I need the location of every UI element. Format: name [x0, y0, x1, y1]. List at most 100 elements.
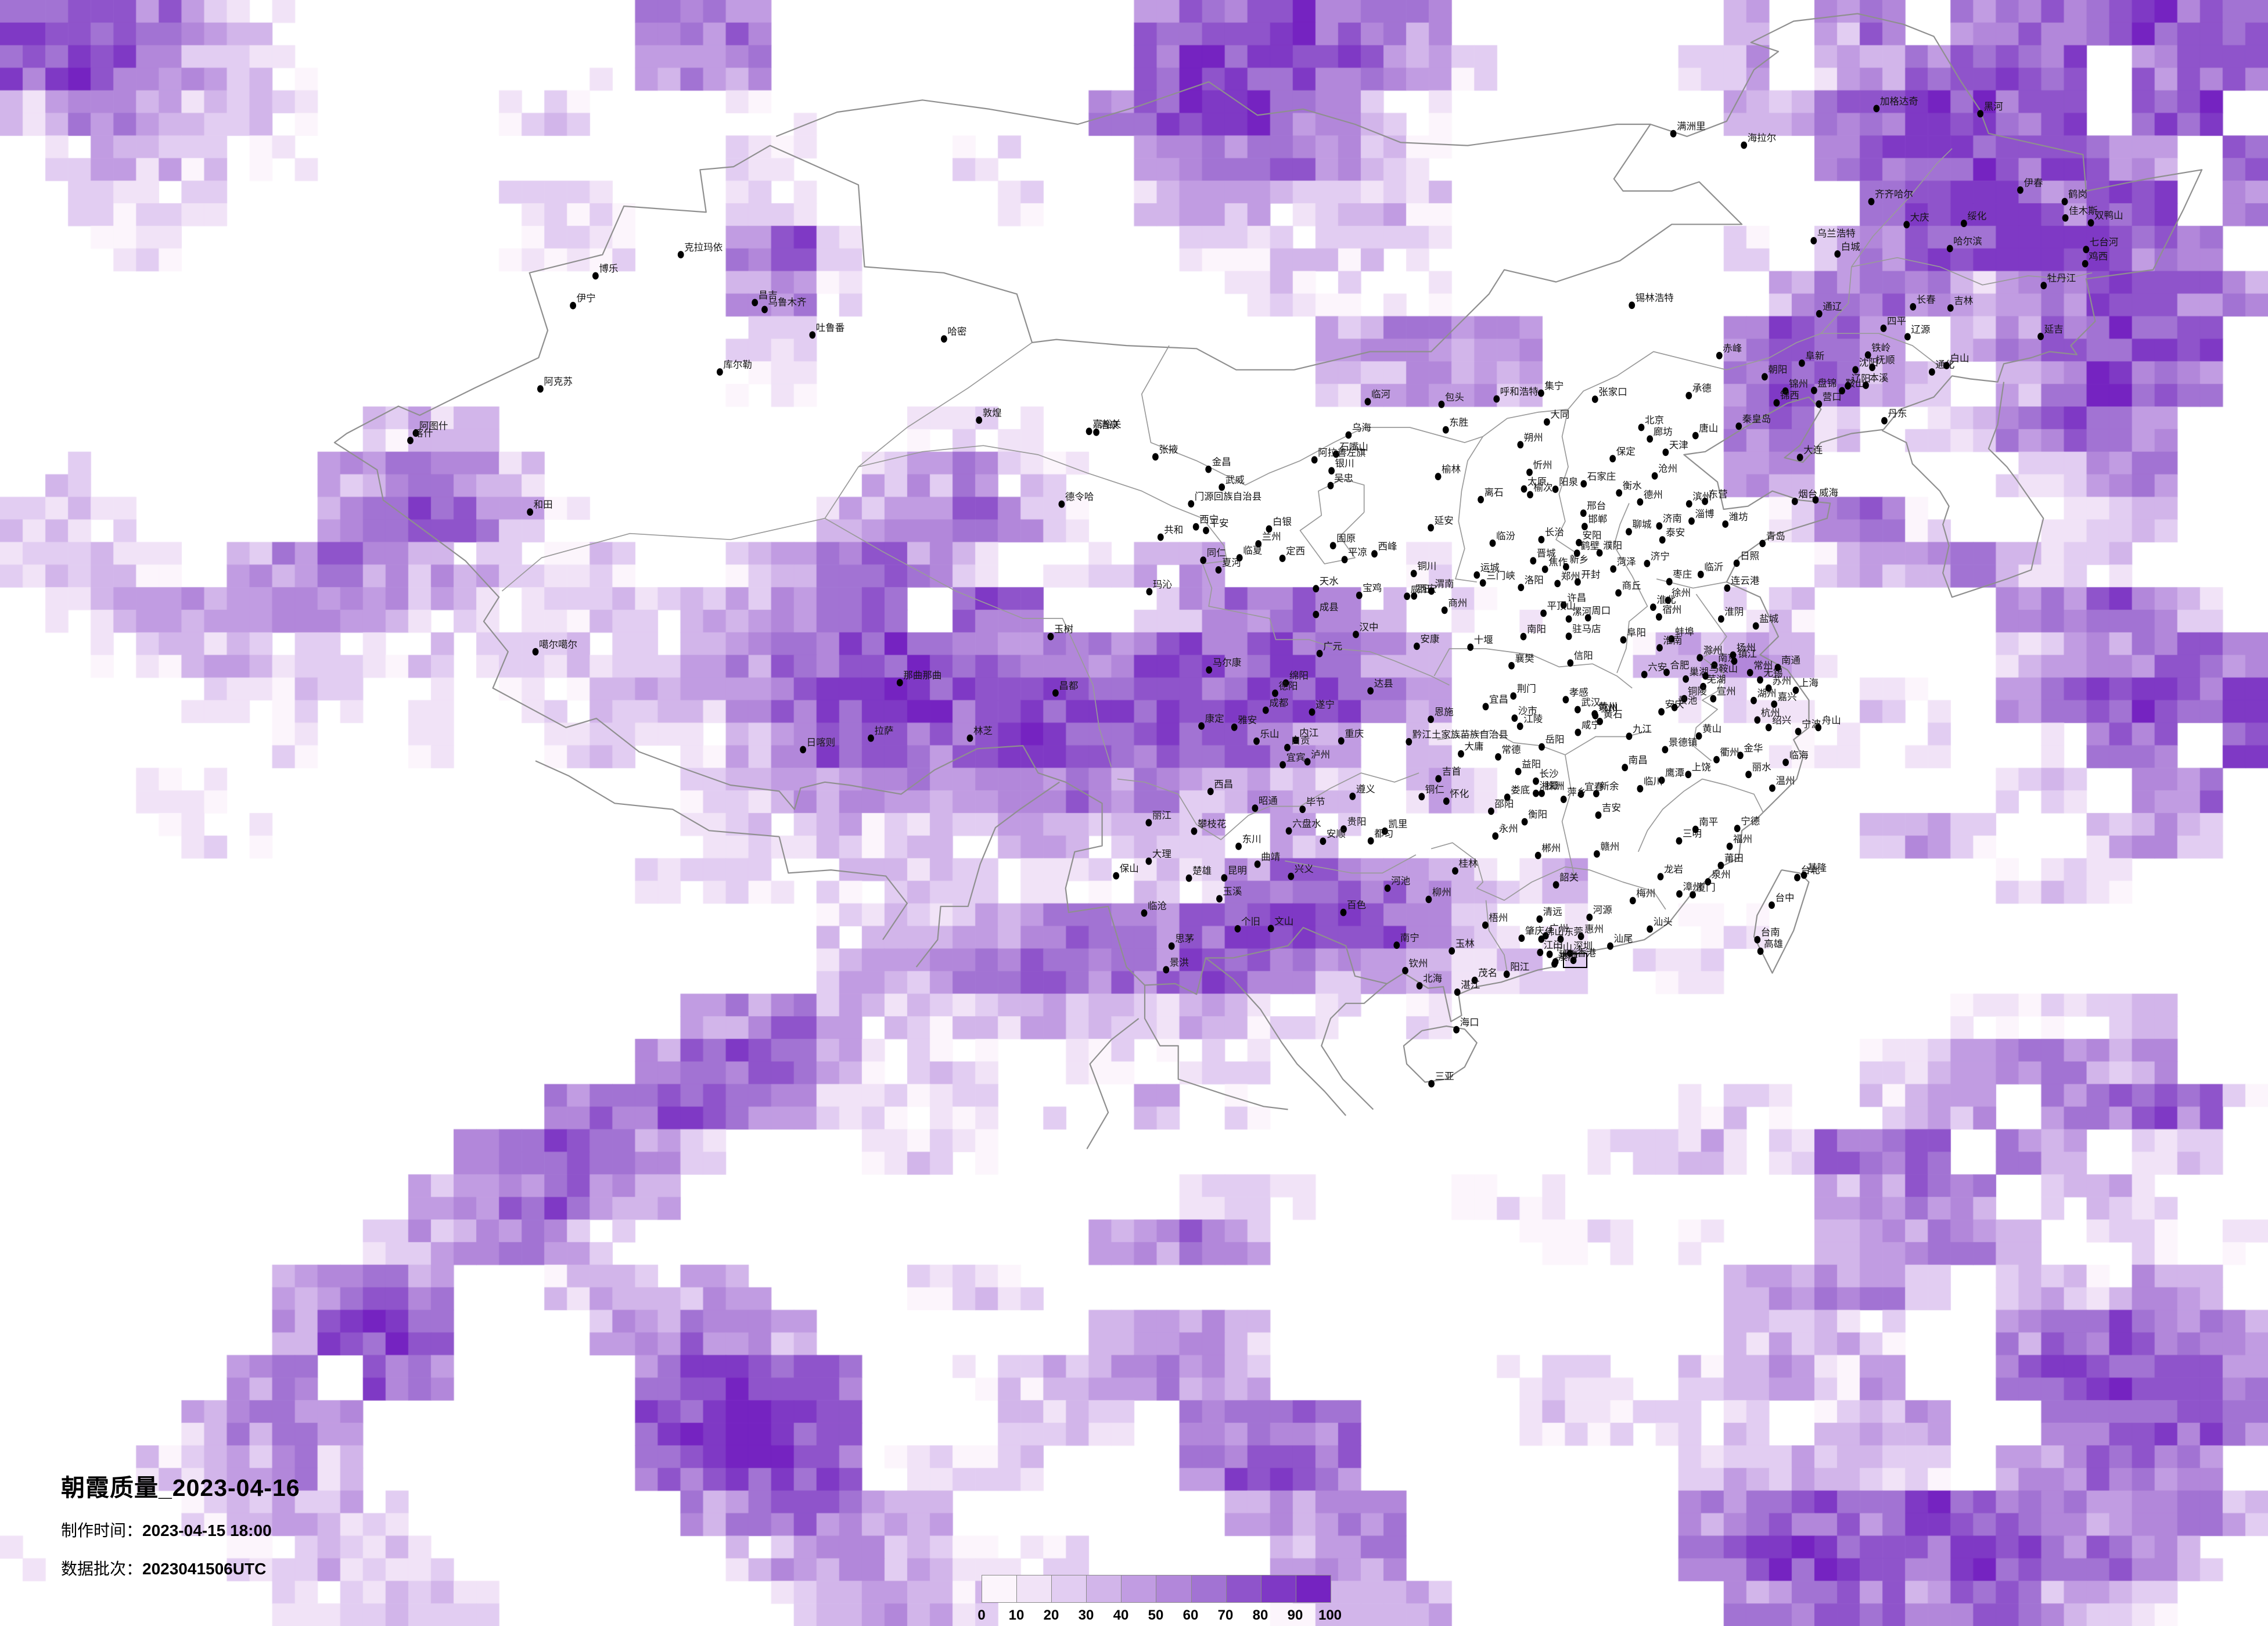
- city-marker: 南平: [1692, 816, 1718, 833]
- city-label: 大庸: [1465, 741, 1484, 752]
- city-marker: 连云港: [1724, 575, 1760, 592]
- legend-tick: 0: [977, 1607, 986, 1623]
- city-marker: 邯郸: [1582, 514, 1607, 531]
- city-marker: 三亚: [1428, 1071, 1454, 1088]
- city-marker: 肇庆: [1518, 926, 1544, 942]
- city-dot: [1533, 777, 1539, 785]
- city-marker: 运城: [1473, 562, 1500, 579]
- city-label: 德州: [1644, 489, 1663, 500]
- city-marker: 乐山: [1253, 728, 1279, 745]
- city-label: 鸡西: [2089, 251, 2108, 262]
- city-label: 河池: [1391, 876, 1410, 887]
- city-marker: 咸阳: [1404, 584, 1430, 600]
- city-label: 商丘: [1622, 580, 1641, 591]
- city-label: 钦州: [1409, 958, 1428, 969]
- city-marker: 韶关: [1552, 872, 1579, 889]
- city-label: 铜陵: [1688, 686, 1707, 697]
- city-label: 内江: [1299, 728, 1318, 739]
- city-marker: 商州: [1441, 598, 1467, 614]
- city-label: 梧州: [1489, 912, 1508, 923]
- city-label: 安康: [1420, 634, 1439, 645]
- city-label: 河源: [1593, 905, 1612, 916]
- city-dot: [1692, 825, 1699, 833]
- city-marker: 常德: [1495, 744, 1521, 761]
- province-border-19: [1299, 478, 1365, 564]
- city-dot: [1206, 666, 1213, 674]
- city-dot: [1367, 837, 1374, 845]
- city-marker: 石嘴山: [1333, 441, 1368, 458]
- city-marker: 满洲里: [1670, 121, 1706, 138]
- city-dot: [717, 368, 723, 376]
- city-label: 南宁: [1400, 933, 1419, 944]
- city-label: 锦州: [1789, 378, 1808, 389]
- city-marker: 柳州: [1425, 887, 1451, 904]
- city-marker: 双鸭山: [2087, 210, 2123, 227]
- city-dot: [1313, 585, 1320, 593]
- city-dot: [1816, 400, 1823, 408]
- city-marker: 遵义: [1349, 783, 1375, 800]
- city-label: 七台河: [2090, 237, 2119, 248]
- city-dot: [1565, 615, 1572, 623]
- city-marker: 黔江土家族苗族自治县: [1406, 729, 1508, 746]
- city-marker: 大庆: [1903, 212, 1929, 229]
- city-label: 东营: [1709, 488, 1728, 499]
- city-dot: [1479, 579, 1486, 587]
- city-marker: 东胜: [1442, 417, 1468, 434]
- city-label: 吴忠: [1334, 473, 1353, 484]
- city-label: 伊宁: [577, 293, 596, 304]
- city-label: 商州: [1448, 598, 1467, 609]
- city-label: 蚌埠: [1675, 626, 1694, 637]
- city-label: 杭州: [1761, 707, 1780, 718]
- city-label: 台中: [1775, 893, 1795, 904]
- city-dot: [1839, 387, 1846, 395]
- city-marker: 高雄: [1757, 938, 1783, 955]
- city-dot: [1185, 874, 1192, 882]
- city-dot: [2087, 219, 2094, 227]
- city-label: 绥化: [1967, 211, 1986, 222]
- city-label: 聊城: [1633, 519, 1652, 530]
- city-marker: 襄樊: [1508, 652, 1534, 670]
- city-marker: 桂林: [1452, 858, 1478, 875]
- city-label: 基隆: [1807, 862, 1827, 873]
- city-label: 十堰: [1474, 635, 1493, 646]
- city-label: 鹤壁: [1580, 541, 1600, 552]
- city-dot: [1616, 489, 1623, 497]
- city-dot: [1145, 857, 1152, 865]
- city-marker: 许昌: [1560, 592, 1586, 609]
- foreign-border-7: [778, 836, 908, 940]
- city-dot: [1527, 491, 1533, 499]
- city-marker: 玉溪: [1216, 886, 1242, 903]
- city-label: 酒泉: [1100, 419, 1119, 430]
- city-label: 安阳: [1583, 530, 1602, 541]
- city-label: 邵阳: [1494, 798, 1514, 810]
- city-dot: [1651, 472, 1658, 480]
- city-label: 那曲那曲: [903, 670, 941, 681]
- city-label: 金华: [1744, 743, 1763, 754]
- city-marker: 淮阴: [1718, 606, 1744, 623]
- city-dot: [677, 251, 684, 258]
- city-dot: [1442, 426, 1449, 434]
- city-marker: 林芝: [966, 725, 993, 742]
- city-label: 德阳: [1279, 681, 1298, 692]
- city-label: 上海: [1799, 678, 1818, 689]
- city-label: 哈尔滨: [1953, 236, 1982, 247]
- city-dot: [1869, 364, 1876, 372]
- city-dot: [1254, 860, 1261, 868]
- city-label: 四平: [1887, 316, 1906, 326]
- city-label: 东莞: [1564, 926, 1583, 937]
- city-label: 湘潭: [1540, 780, 1559, 792]
- city-label: 乌兰浩特: [1817, 228, 1856, 239]
- city-label: 遵义: [1356, 783, 1375, 794]
- city-marker: 益阳: [1515, 759, 1541, 775]
- city-label: 西昌: [1214, 779, 1233, 790]
- city-marker: 临沂: [1697, 562, 1723, 578]
- city-label: 嘉兴: [1778, 692, 1797, 703]
- city-marker: 新乡: [1563, 554, 1588, 571]
- city-marker: 台中: [1769, 893, 1795, 909]
- city-label: 新乡: [1569, 554, 1588, 565]
- foreign-border-4: [1086, 1018, 1140, 1149]
- city-dot: [1946, 244, 1953, 253]
- city-dot: [1552, 881, 1559, 889]
- foreign-border-3: [1144, 985, 1288, 1110]
